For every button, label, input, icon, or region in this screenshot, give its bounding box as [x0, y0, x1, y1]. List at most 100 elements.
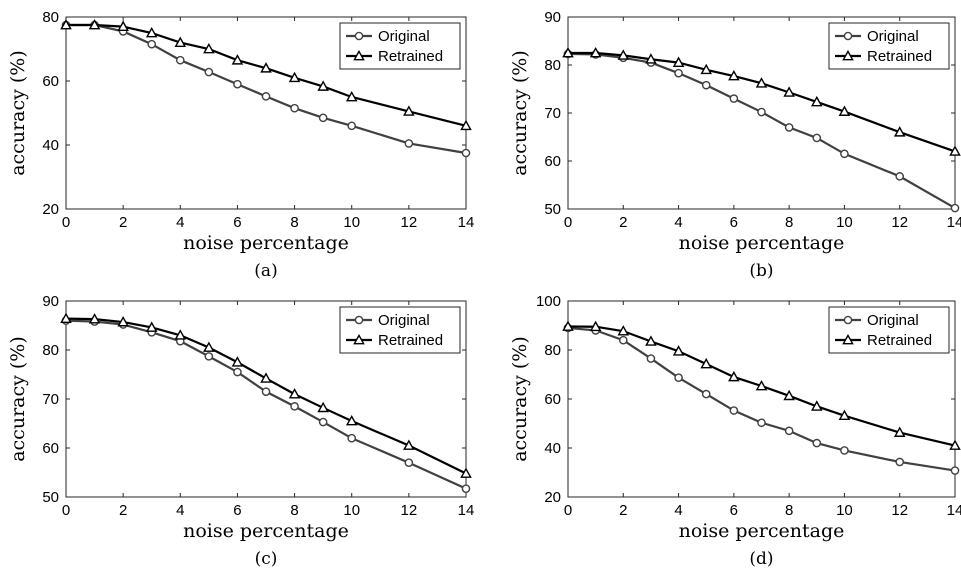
chart-2-ylabel: accuracy (%): [7, 336, 29, 462]
chart-3-xtick-label: 0: [564, 502, 572, 519]
chart-1-caption: (b): [749, 261, 773, 281]
chart-2-series-retrained-point: [260, 372, 272, 383]
chart-2-xtick-label: 6: [233, 502, 241, 519]
chart-1-series-retrained-point: [645, 53, 657, 64]
chart-0-series-retrained-point: [260, 62, 272, 73]
chart-1-series-retrained-point: [838, 105, 851, 116]
chart-2: 0 2 4 6 8 10 12 14 50 60 70 80 90 noise percentage acc…: [7, 293, 474, 569]
chart-2-legend-label: Original: [378, 312, 430, 329]
chart-3-series-original-point: [840, 446, 849, 455]
chart-0-series-retrained-point: [317, 80, 329, 91]
chart-0-caption: (a): [254, 261, 277, 281]
chart-1-series-original-point: [757, 107, 766, 117]
chart-3-series-original: [563, 323, 960, 475]
chart-3-xtick-label: 14: [947, 502, 961, 519]
chart-3-series-retrained-point: [672, 345, 685, 356]
chart-0-series-retrained-point: [460, 119, 472, 131]
chart-2-series-original-point: [204, 352, 214, 361]
chart-2-series-retrained-point: [460, 467, 472, 478]
chart-3-legend-label: Retrained: [867, 332, 932, 349]
chart-3-ytick-label: 60: [544, 391, 561, 408]
chart-3-legend-box: [828, 306, 950, 354]
chart-3-series-retrained: [562, 320, 961, 450]
chart-1-series-original-point: [701, 80, 711, 90]
chart-3-series-original-point: [812, 438, 822, 448]
chart-0-ytick-label: 80: [42, 9, 59, 26]
chart-2-xtick-label: 12: [401, 502, 418, 519]
chart-0-series-retrained-point: [345, 90, 358, 102]
chart-2-legend: Original Retrained: [339, 306, 461, 354]
chart-1: 0 2 4 6 8 10 12 14 50 60 70 80 90 noise percentage acc…: [509, 9, 961, 281]
chart-1-legend-swatch-marker: [843, 31, 853, 41]
chart-3-ytick-label: 40: [544, 440, 561, 457]
chart-2-axes-box: [65, 300, 467, 498]
chart-2-series-retrained-point: [203, 341, 215, 352]
chart-3-xtick-label: 8: [785, 502, 793, 519]
chart-0-ytick-label: 60: [42, 73, 59, 90]
chart-2-ytick-label: 60: [42, 440, 59, 457]
chart-2-series-retrained-point: [88, 313, 101, 324]
chart-3-series-retrained-point: [838, 409, 851, 421]
chart-2-xtick-label: 4: [176, 502, 184, 519]
chart-3-series-original-point: [618, 335, 628, 345]
chart-1-series-original-point: [950, 203, 960, 213]
chart-0-xtick-label: 2: [119, 214, 127, 231]
chart-0-series-original-point: [175, 55, 185, 65]
chart-1-series-retrained-point: [700, 63, 713, 75]
chart-2-series-original-point: [233, 367, 242, 377]
chart-0-series-original-point: [261, 92, 271, 101]
chart-3-series-retrained-point: [893, 426, 906, 437]
chart-1-series-retrained-point: [755, 77, 768, 88]
chart-1-series-original-point: [895, 172, 905, 181]
chart-0-xtick-label: 12: [401, 214, 418, 231]
chart-2-ytick-label: 80: [42, 342, 59, 359]
chart-2-series-retrained-point: [317, 401, 329, 413]
chart-0-ytick-label: 40: [42, 137, 59, 154]
chart-1-legend-label: Retrained: [867, 48, 932, 65]
chart-0-series-retrained-point: [174, 36, 187, 47]
chart-0-series-retrained: [60, 18, 472, 131]
chart-3-series-retrained-point: [700, 357, 713, 369]
chart-0-xtick-label: 6: [233, 214, 241, 231]
chart-3-xtick-label: 2: [619, 502, 627, 519]
chart-2-series-original-point: [290, 402, 299, 411]
chart-1-series-original-point: [674, 68, 683, 78]
chart-3-ytick-label: 20: [544, 489, 561, 506]
chart-3-series-retrained-point: [783, 389, 795, 401]
chart-0-ytick-label: 20: [42, 201, 59, 218]
chart-1-legend-swatch-marker: [842, 49, 854, 61]
chart-0-xtick-label: 8: [290, 214, 298, 231]
chart-3-series-original-point: [674, 373, 683, 382]
chart-0-series-original-point: [147, 39, 157, 49]
chart-0-legend-box: [339, 22, 461, 70]
chart-0-series-retrained-point: [203, 42, 215, 54]
chart-0-series-original-point: [204, 67, 214, 77]
chart-2-series-original-point: [404, 458, 414, 468]
chart-2-series-original-point: [261, 387, 271, 396]
chart-0-series-original-point: [233, 79, 242, 89]
chart-3-legend-swatch-marker: [842, 333, 854, 345]
chart-2-series-retrained-point: [117, 316, 129, 327]
chart-1-xtick-label: 6: [730, 214, 738, 231]
chart-0-xtick-label: 14: [458, 214, 475, 231]
chart-1-series-retrained-point: [728, 69, 740, 81]
chart-2-series-retrained-point: [403, 439, 415, 450]
chart-2-series-retrained-point: [231, 356, 244, 367]
chart-0-series-retrained-point: [117, 20, 129, 31]
chart-3-xlabel: noise percentage: [679, 520, 845, 542]
chart-2-ytick-label: 90: [42, 293, 59, 310]
chart-1-series-original-point: [729, 94, 739, 103]
chart-0-series-retrained-point: [145, 26, 158, 38]
chart-0-series-retrained-point: [60, 18, 72, 30]
chart-1-series-retrained-point: [893, 126, 906, 137]
chart-2-series-original-point: [461, 484, 471, 493]
chart-0-legend: Original Retrained: [339, 22, 461, 70]
chart-1-ytick-label: 90: [544, 9, 561, 26]
chart-3-series-retrained-point: [589, 320, 602, 332]
chart-1-xtick-label: 10: [836, 214, 853, 231]
chart-2-ytick-label: 50: [42, 489, 59, 506]
chart-2-series-original-point: [318, 417, 328, 427]
chart-1-series-retrained: [562, 46, 961, 156]
chart-3-series-original-point: [701, 389, 711, 399]
chart-3-xtick-label: 4: [674, 502, 682, 519]
